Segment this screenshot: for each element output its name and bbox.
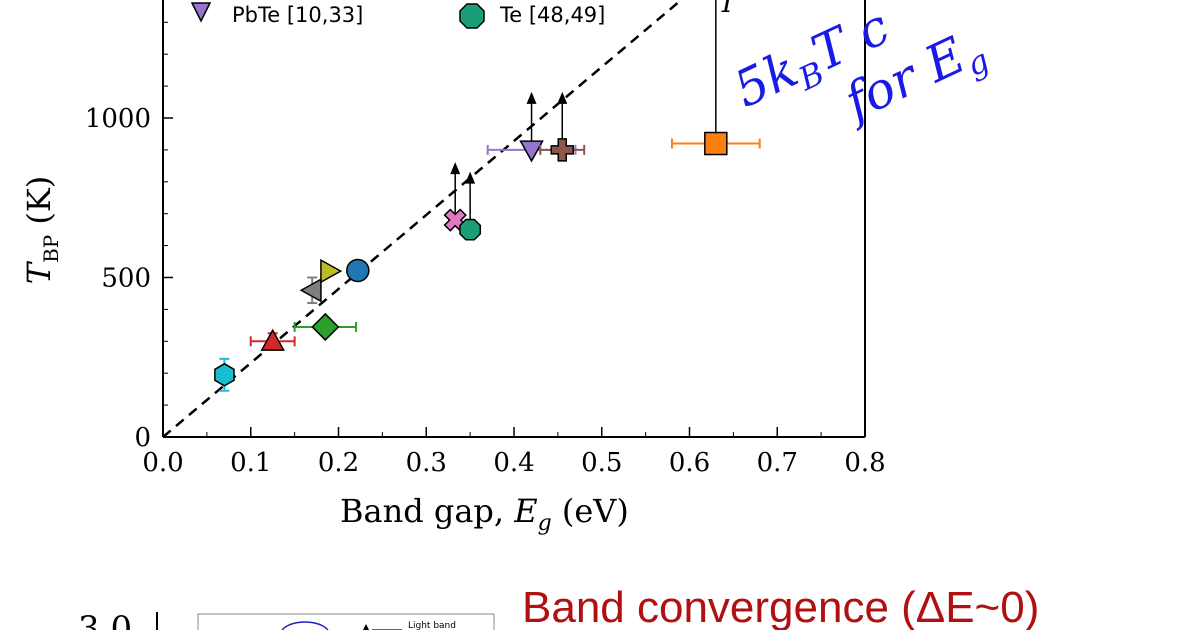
x-tick-label: 0.4 <box>493 448 534 478</box>
x-tick-label: 0.2 <box>318 448 359 478</box>
data-point-circle <box>346 258 370 283</box>
legend-label-te: Te [48,49] <box>499 3 605 27</box>
x-tick-label: 0.5 <box>581 448 622 478</box>
inset-circle-icon <box>281 621 329 630</box>
lower-limit-arrow-head <box>465 171 476 184</box>
data-point-square <box>704 131 728 156</box>
y-tick-label: 500 <box>101 264 151 294</box>
x-tick-label: 0.7 <box>757 448 798 478</box>
x-tick-label: 0.0 <box>142 448 183 478</box>
lower-limit-arrow-head <box>526 91 537 104</box>
y-tick-label: 0 <box>134 423 151 453</box>
x-tick-label: 0.1 <box>230 448 271 478</box>
data-point-triangle-down <box>519 140 544 163</box>
inset-arrow-icon <box>363 624 369 630</box>
data-point-hexagon <box>214 362 235 387</box>
x-tick-label: 0.3 <box>406 448 447 478</box>
x-tick-label: 0.8 <box>844 448 885 478</box>
x-tick-label: 0.6 <box>669 448 710 478</box>
x-tick-labels: 0.0 0.1 0.2 0.3 0.4 0.5 0.6 0.7 0.8 <box>142 448 885 478</box>
lower-limit-arrow-head <box>557 91 568 104</box>
y-tick-labels: 0 500 1000 <box>85 104 151 453</box>
axis-ticks <box>162 21 866 438</box>
y-axis-label: TBP (K) <box>20 176 63 285</box>
legend: PbTe [10,33] Te [48,49] <box>190 2 605 29</box>
reference-line-5kbt <box>162 0 682 438</box>
data-points <box>214 91 761 392</box>
band-convergence-title: Band convergence (ΔE~0) <box>522 583 1039 630</box>
lower-limit-arrow-head <box>450 162 461 175</box>
data-point-triangle-up <box>260 328 285 351</box>
data-point-triangle-right <box>320 258 343 284</box>
inset-frame <box>197 613 495 630</box>
data-point-triangle-left <box>299 277 322 303</box>
inset-axis-number: 3.0 <box>78 609 132 630</box>
data-point-diamond <box>311 312 340 342</box>
y-tick-label: 1000 <box>85 104 151 134</box>
legend-marker-te <box>459 3 485 29</box>
data-point-plus <box>550 138 575 162</box>
blue-annotation: 5kBT c for Eg <box>726 0 995 133</box>
legend-marker-pbte <box>190 2 212 23</box>
x-axis-label: Band gap, Eg (eV) <box>340 492 629 536</box>
legend-label-pbte: PbTe [10,33] <box>232 3 363 27</box>
annotation-corner-t: T <box>718 0 739 19</box>
data-point-octagon <box>459 218 482 241</box>
inset-caption: Light band <box>408 621 456 630</box>
